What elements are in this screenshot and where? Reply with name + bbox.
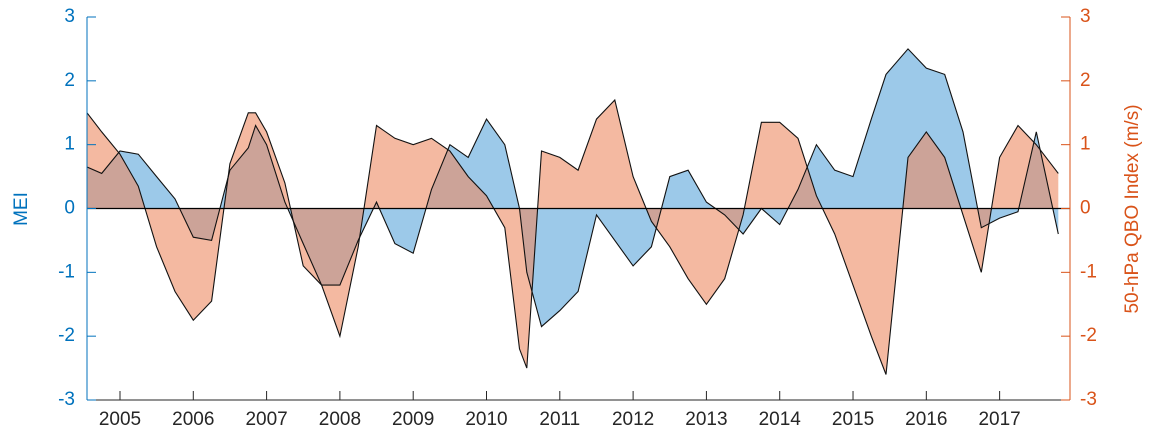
- x-tick-label: 2010: [465, 409, 507, 430]
- y-tick-label: -3: [58, 389, 75, 410]
- y-tick-label: 2: [64, 70, 75, 91]
- series-line: [86, 48, 1059, 328]
- y2-tick-label: -3: [1080, 389, 1097, 410]
- y2-tick-label: -2: [1080, 325, 1097, 346]
- x-tick-label: 2013: [685, 409, 727, 430]
- x-tick-label: 2017: [978, 409, 1020, 430]
- y-axis-label: MEI: [11, 192, 32, 226]
- area: [87, 100, 1059, 375]
- y-tick-label: 1: [64, 134, 75, 155]
- x-tick-label: 2014: [759, 409, 802, 430]
- x-tick-label: 2009: [392, 409, 434, 430]
- x-tick-label: 2006: [172, 409, 214, 430]
- x-tick-label: 2015: [832, 409, 874, 430]
- y-tick-label: -2: [58, 325, 75, 346]
- y2-tick-label: 1: [1080, 134, 1091, 155]
- series-line: [86, 98, 1059, 375]
- y-tick-label: 0: [64, 198, 75, 219]
- x-tick-label: 2011: [539, 409, 580, 430]
- y2-tick-label: -1: [1080, 261, 1097, 282]
- y-tick-label: 3: [64, 6, 75, 27]
- y2-axis-label: 50-hPa QBO Index (m/s): [1122, 104, 1143, 313]
- y-tick-label: -1: [58, 261, 75, 282]
- x-tick-label: 2016: [905, 409, 947, 430]
- y2-tick-label: 3: [1080, 6, 1091, 27]
- x-tick-label: 2012: [612, 409, 654, 430]
- x-tick-label: 2007: [245, 409, 287, 430]
- x-tick-label: 2005: [99, 409, 141, 430]
- y2-tick-label: 2: [1080, 70, 1091, 91]
- y2-tick-label: 0: [1080, 198, 1091, 219]
- x-tick-label: 2008: [319, 409, 361, 430]
